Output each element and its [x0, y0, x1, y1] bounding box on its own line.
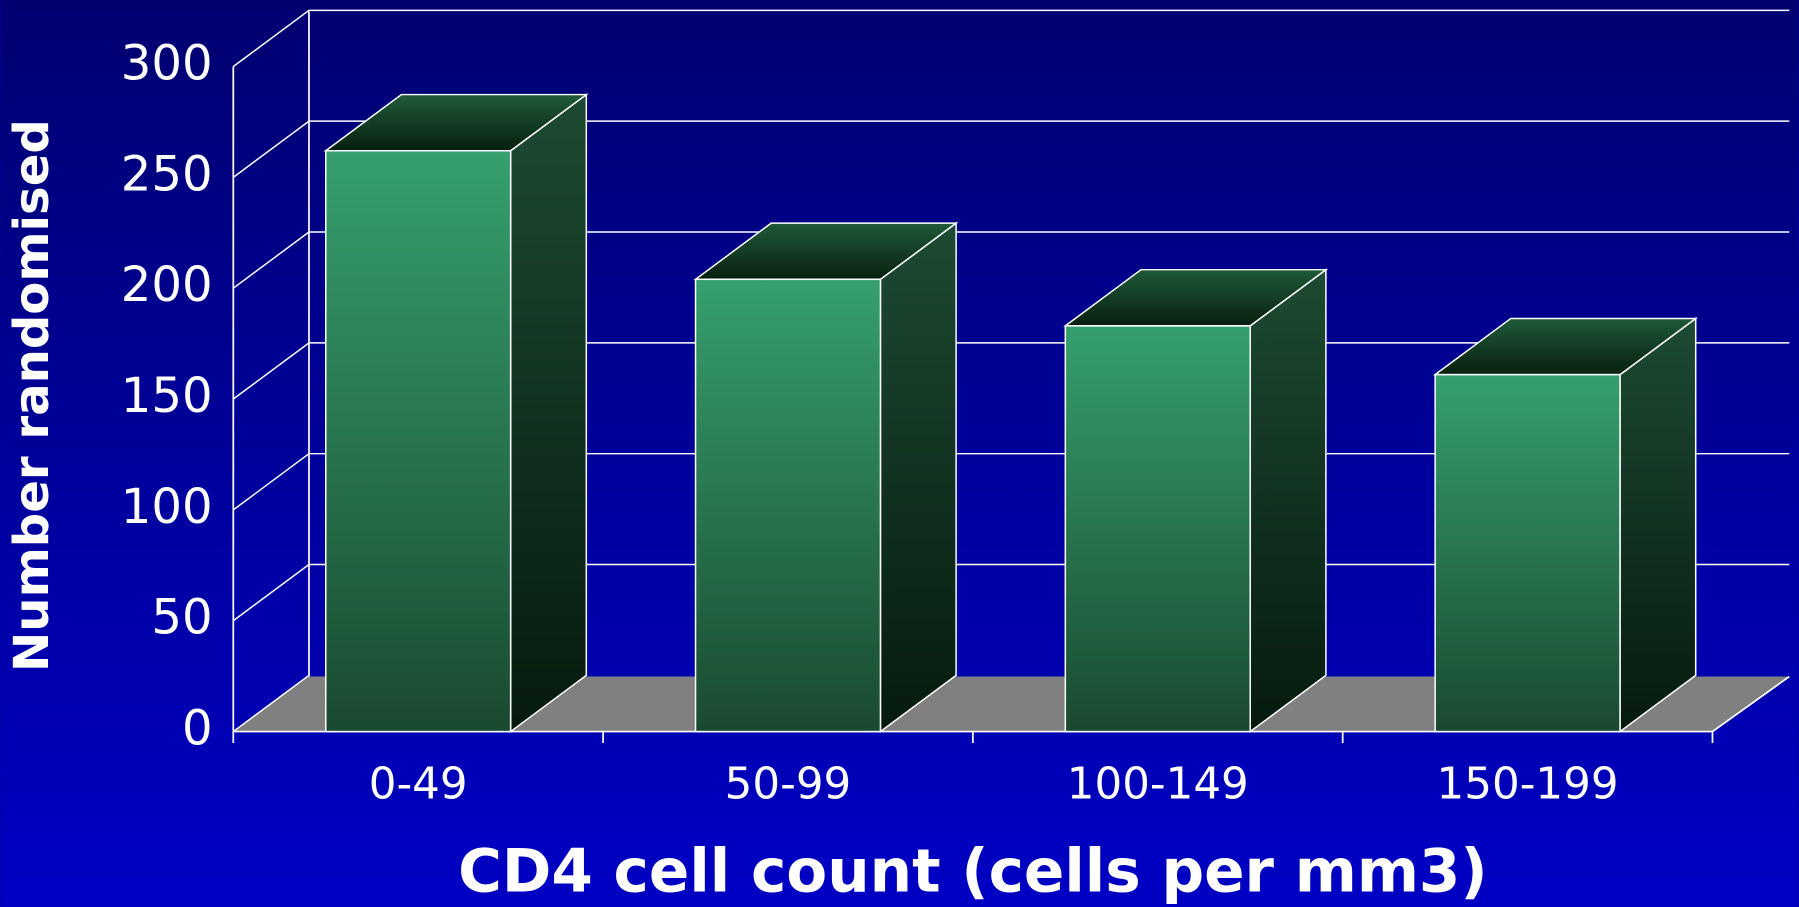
bar-side: [1249, 268, 1327, 734]
grid-line: [232, 231, 1790, 289]
bar-side: [1619, 316, 1697, 734]
grid-line: [232, 9, 1790, 68]
y-tick-label: 250: [121, 146, 213, 202]
bar-side: [879, 221, 957, 734]
bar: [324, 150, 512, 733]
y-tick-label: 50: [151, 590, 212, 646]
y-tick-label: 150: [121, 368, 213, 424]
bar: [694, 278, 882, 733]
y-tick-label: 300: [121, 36, 213, 92]
bar: [1434, 373, 1621, 733]
grid-line: [232, 120, 1790, 178]
floor-edge: [1711, 675, 1790, 733]
y-axis-label: Number randomised: [4, 119, 60, 672]
x-tick-label: 150-199: [1437, 760, 1619, 810]
x-tick-label: 50-99: [725, 760, 852, 810]
x-axis-label: CD4 cell count (cells per mm3): [458, 837, 1488, 906]
bar: [1064, 325, 1251, 733]
bar-side: [509, 93, 588, 734]
y-tick: [232, 674, 310, 733]
y-tick-label: 100: [121, 479, 213, 535]
x-tick-label: 0-49: [369, 760, 468, 810]
floor: [233, 676, 1790, 732]
y-tick-label: 200: [121, 257, 213, 313]
x-tick-label: 100-149: [1067, 760, 1249, 810]
y-tick-label: 0: [182, 701, 213, 757]
